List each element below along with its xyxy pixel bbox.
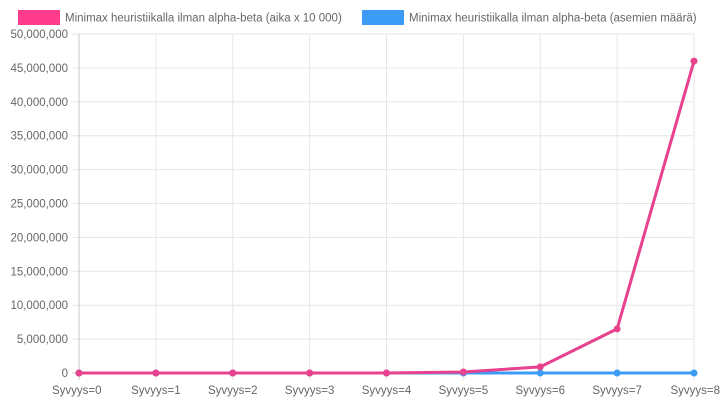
y-tick-label: 50,000,000 xyxy=(10,29,68,41)
x-tick-label: Syvyys=7 xyxy=(592,385,642,397)
legend-label-time: Minimax heuristiikalla ilman alpha-beta … xyxy=(65,13,342,25)
x-tick-label: Syvyys=0 xyxy=(52,385,102,397)
y-tick-label: 5,000,000 xyxy=(17,334,68,346)
y-tick-label: 25,000,000 xyxy=(10,199,68,211)
data-point[interactable] xyxy=(690,369,698,377)
series-layer xyxy=(75,57,698,377)
y-tick-label: 20,000,000 xyxy=(10,232,68,244)
data-point[interactable] xyxy=(613,325,621,333)
y-tick-label: 40,000,000 xyxy=(10,97,68,109)
legend[interactable]: Minimax heuristiikalla ilman alpha-beta … xyxy=(18,10,697,25)
x-axis: Syvyys=0 Syvyys=1 Syvyys=2 Syvyys=3 Syvyys=4… xyxy=(52,385,720,397)
y-tick-label: 35,000,000 xyxy=(10,131,68,143)
data-point[interactable] xyxy=(229,369,237,377)
data-point[interactable] xyxy=(690,57,698,65)
data-point[interactable] xyxy=(536,363,544,371)
legend-label-positions: Minimax heuristiikalla ilman alpha-beta … xyxy=(409,13,697,25)
legend-swatch-positions xyxy=(362,10,404,25)
y-tick-label: 30,000,000 xyxy=(10,165,68,177)
x-tick-label: Syvyys=5 xyxy=(439,385,489,397)
x-tick-label: Syvyys=4 xyxy=(362,385,412,397)
grid-lines xyxy=(72,33,695,380)
x-tick-label: Syvyys=2 xyxy=(208,385,258,397)
data-point[interactable] xyxy=(306,369,314,377)
x-tick-label: Syvyys=8 xyxy=(670,385,720,397)
data-point[interactable] xyxy=(152,369,160,377)
legend-item-time[interactable]: Minimax heuristiikalla ilman alpha-beta … xyxy=(18,10,342,25)
legend-swatch-time xyxy=(18,10,60,25)
legend-item-positions[interactable]: Minimax heuristiikalla ilman alpha-beta … xyxy=(362,10,697,25)
data-point[interactable] xyxy=(536,369,544,377)
x-tick-label: Syvyys=6 xyxy=(515,385,565,397)
y-tick-label: 0 xyxy=(62,368,68,380)
y-tick-label: 10,000,000 xyxy=(10,300,68,312)
x-tick-label: Syvyys=1 xyxy=(131,385,181,397)
data-point[interactable] xyxy=(613,369,621,377)
data-point[interactable] xyxy=(75,369,83,377)
data-point[interactable] xyxy=(459,368,467,376)
y-tick-label: 15,000,000 xyxy=(10,266,68,278)
data-point[interactable] xyxy=(383,369,390,377)
y-tick-label: 45,000,000 xyxy=(10,63,68,75)
x-tick-label: Syvyys=3 xyxy=(285,385,335,397)
y-axis: 0 5,000,000 10,000,000 15,000,000 20,000,000… xyxy=(10,29,68,380)
